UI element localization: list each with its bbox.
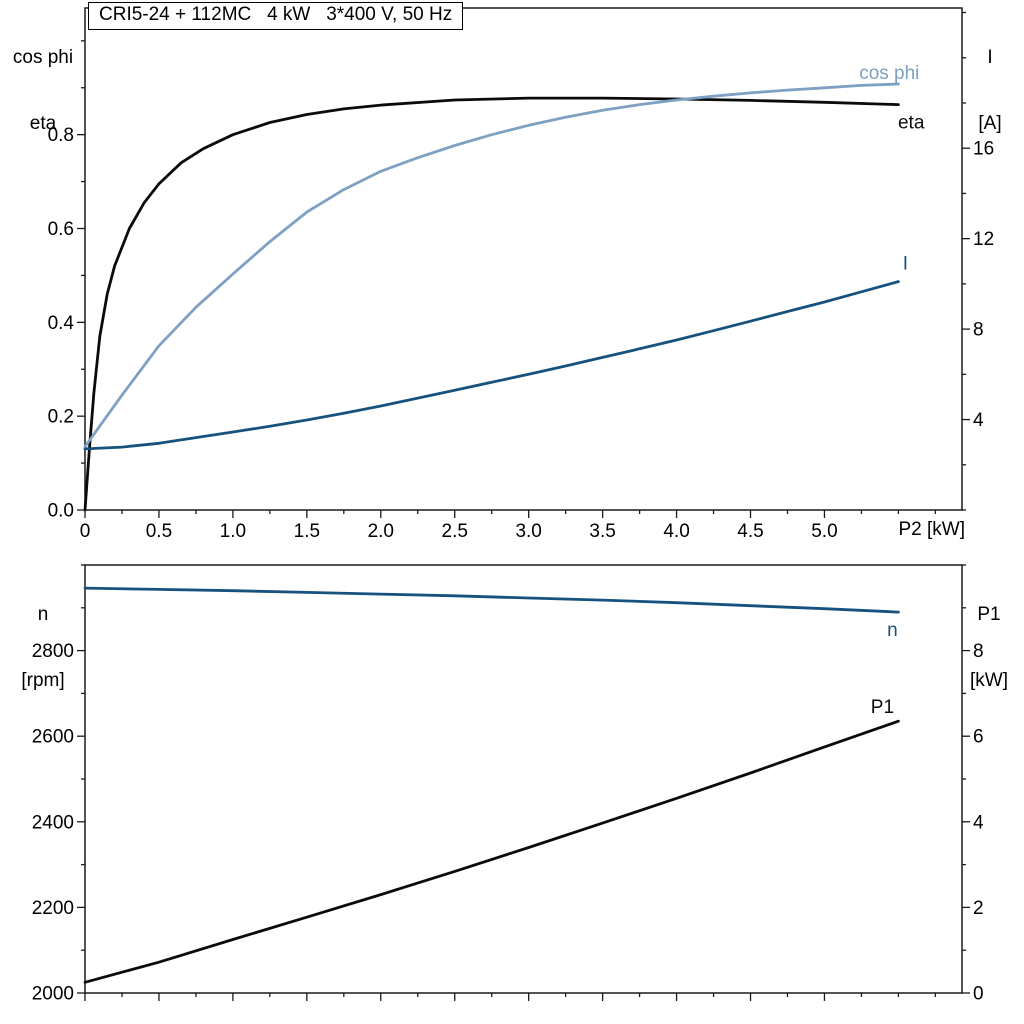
plot-frame-lower bbox=[84, 564, 963, 994]
left-axis-tick-label: 2000 bbox=[32, 984, 74, 1005]
x-tick-label: 1.5 bbox=[294, 521, 320, 542]
x-tick-label: 2.5 bbox=[442, 521, 468, 542]
x-axis-title: P2 [kW] bbox=[898, 519, 965, 540]
left-axis-tick-label: 2200 bbox=[32, 898, 74, 919]
left-axis-tick-label: 0.0 bbox=[48, 501, 74, 522]
left-axis-tick-label: 0.8 bbox=[48, 125, 74, 146]
lower-left-axis-title-line1: n bbox=[37, 604, 49, 625]
x-tick-label: 5.0 bbox=[811, 521, 837, 542]
upper-right-axis-title-line1: I bbox=[987, 47, 993, 68]
curve-n bbox=[83, 586, 900, 614]
x-tick-label: 1.0 bbox=[220, 521, 246, 542]
right-axis-tick-label: 2 bbox=[973, 898, 984, 919]
right-axis-tick-label: 0 bbox=[973, 984, 984, 1005]
curve-label-P1: P1 bbox=[871, 697, 894, 718]
x-tick-label: 0.5 bbox=[146, 521, 172, 542]
upper-right-axis-title-line2: [A] bbox=[978, 113, 1002, 134]
curve-label-eta: eta bbox=[898, 113, 925, 134]
curve-cos-phi bbox=[83, 82, 900, 449]
x-tick-label: 2.0 bbox=[368, 521, 394, 542]
left-axis-tick-label: 0.2 bbox=[48, 407, 74, 428]
left-axis-tick-label: 2600 bbox=[32, 727, 74, 748]
x-tick-label: 4.0 bbox=[663, 521, 689, 542]
upper-left-axis-title-line2: eta bbox=[29, 113, 57, 134]
lower-left-axis-title-line2: [rpm] bbox=[21, 670, 65, 691]
lower-right-axis-title-line1: P1 bbox=[977, 604, 1001, 625]
right-axis-tick-label: 12 bbox=[973, 229, 994, 250]
chart-title-box: CRI5-24 + 112MC 4 kW 3*400 V, 50 Hz bbox=[88, 2, 464, 30]
right-axis-tick-label: 16 bbox=[973, 139, 994, 160]
lower-right-axis-title: P1 [kW] bbox=[960, 560, 1018, 714]
right-axis-tick-label: 4 bbox=[973, 410, 984, 431]
x-tick-label: 4.5 bbox=[737, 521, 763, 542]
upper-left-axis-title-line1: cos phi bbox=[12, 47, 74, 68]
curve-P1 bbox=[83, 719, 900, 984]
upper-right-axis-title: I [A] bbox=[962, 3, 1018, 157]
right-axis-tick-label: 4 bbox=[973, 812, 984, 833]
curve-I bbox=[83, 280, 900, 451]
plot-frame-upper bbox=[84, 7, 963, 511]
curve-label-I: I bbox=[903, 254, 908, 275]
right-axis-tick-label: 6 bbox=[973, 727, 984, 748]
left-axis-tick-label: 0.4 bbox=[48, 313, 75, 334]
curve-eta bbox=[83, 96, 900, 512]
lower-left-axis-title: n [rpm] bbox=[4, 560, 82, 714]
curve-label-n: n bbox=[887, 620, 898, 641]
lower-right-axis-title-line2: [kW] bbox=[970, 670, 1008, 691]
left-axis-tick-label: 2800 bbox=[32, 641, 74, 662]
x-tick-label: 3.0 bbox=[515, 521, 541, 542]
right-axis-tick-label: 8 bbox=[973, 320, 984, 341]
upper-left-axis-title: cos phi eta bbox=[4, 3, 82, 157]
left-axis-tick-label: 0.6 bbox=[48, 219, 74, 240]
left-axis-tick-label: 2400 bbox=[32, 812, 74, 833]
x-tick-label: 0 bbox=[80, 521, 91, 542]
x-tick-label: 3.5 bbox=[589, 521, 615, 542]
curve-label-cos-phi: cos phi bbox=[859, 63, 919, 84]
right-axis-tick-label: 8 bbox=[973, 641, 984, 662]
